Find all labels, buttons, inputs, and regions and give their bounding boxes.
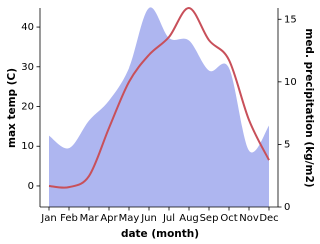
y-tick-label: 40 <box>21 22 34 33</box>
x-tick-label: Apr <box>100 213 118 224</box>
y-tick-label: 10 <box>21 141 34 152</box>
y-tick-label: 0 <box>28 181 34 192</box>
x-tick-label: Aug <box>179 213 199 224</box>
y-tick-label: 20 <box>21 102 34 113</box>
y-tick-label: 30 <box>21 62 34 73</box>
y2-tick-label: 0 <box>284 202 290 213</box>
x-tick-label: Jun <box>140 213 157 224</box>
x-axis-label: date (month) <box>121 228 199 240</box>
x-tick-label: Oct <box>220 213 237 224</box>
y2-tick-label: 5 <box>284 139 290 150</box>
temp-line <box>48 7 270 189</box>
y2-tick-label: 15 <box>284 14 297 25</box>
precipitation-area <box>49 7 269 207</box>
x-tick-label: Dec <box>259 213 278 224</box>
x-tick-label: Sep <box>200 213 219 224</box>
x-tick-label: Feb <box>60 213 78 224</box>
y2-axis-label: med. precipitation (kg/m2) <box>303 28 315 187</box>
y2-tick-label: 10 <box>284 77 297 88</box>
y-axis-label: max temp (C) <box>6 68 18 148</box>
x-tick-label: Jan <box>40 213 56 224</box>
x-tick-label: Jul <box>162 213 175 224</box>
x-tick-label: May <box>119 213 140 224</box>
x-tick-label: Nov <box>239 213 259 224</box>
x-tick-label: Mar <box>80 213 100 224</box>
